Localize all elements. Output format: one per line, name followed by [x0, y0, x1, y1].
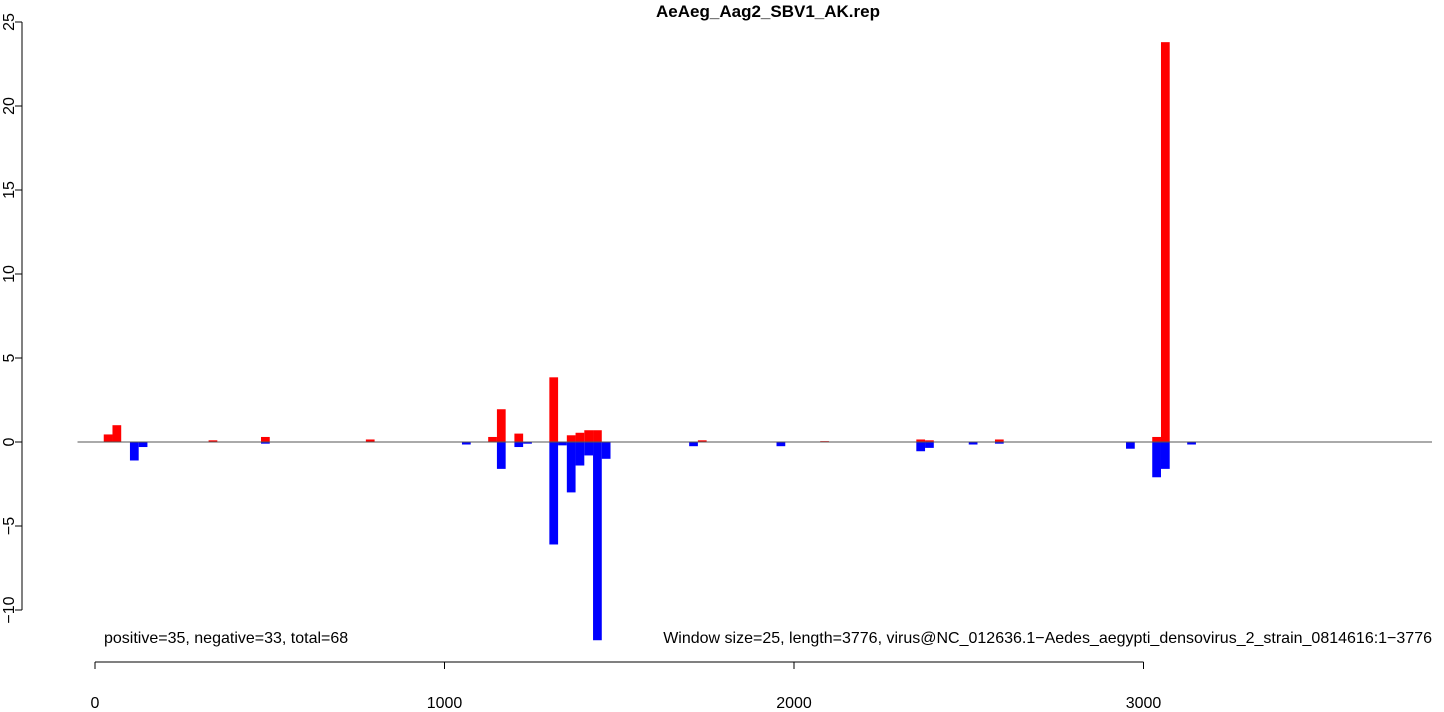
positive-bar: [566, 435, 576, 442]
negative-bar: [994, 442, 1004, 444]
y-tick-label: 0: [1, 437, 18, 446]
negative-bar: [138, 442, 148, 448]
negative-bar: [968, 442, 978, 445]
negative-bar: [776, 442, 786, 447]
positive-bar: [514, 433, 524, 442]
positive-bar: [1152, 436, 1161, 442]
negative-bar: [523, 442, 532, 444]
positive-bar: [112, 425, 122, 442]
negative-bar: [1152, 442, 1161, 478]
chart-title: AeAeg_Aag2_SBV1_AK.rep: [656, 2, 880, 21]
y-tick-label: 25: [1, 13, 18, 31]
y-tick-label: 20: [1, 97, 18, 115]
negative-bar: [1187, 442, 1196, 445]
y-tick-label: −5: [1, 517, 18, 535]
negative-bar: [916, 442, 926, 452]
y-tick-label: 5: [1, 353, 18, 362]
positive-bar: [496, 409, 506, 442]
positive-bar: [208, 440, 218, 442]
y-tick-label: −10: [1, 596, 18, 623]
negative-bar: [261, 442, 270, 444]
negative-bar: [496, 442, 506, 469]
positive-bar: [593, 430, 602, 442]
positive-bar: [584, 430, 594, 442]
positive-bar: [925, 440, 934, 442]
negative-bar: [575, 442, 585, 466]
negative-bar: [689, 442, 698, 447]
negative-bar: [925, 442, 934, 448]
x-tick-label: 1000: [427, 695, 463, 712]
positive-bar: [261, 436, 270, 442]
negative-bar: [601, 442, 611, 459]
positive-bar: [1160, 42, 1170, 442]
positive-bar: [697, 440, 707, 442]
bar-layer: [103, 42, 1196, 641]
x-axis: 0 1000 2000 3000: [91, 661, 1162, 712]
positive-bar: [549, 377, 559, 442]
negative-bar: [558, 442, 567, 446]
y-tick-label: 15: [1, 181, 18, 199]
negative-bar: [593, 442, 602, 641]
positive-bar: [488, 436, 497, 442]
read-count-annotation: positive=35, negative=33, total=68: [104, 630, 348, 647]
x-tick-label: 3000: [1126, 695, 1162, 712]
negative-bar: [566, 442, 576, 493]
window-length-annotation: Window size=25, length=3776, virus@NC_01…: [663, 630, 1432, 647]
negative-bar: [584, 442, 594, 456]
positive-bar: [365, 439, 375, 442]
positive-bar: [103, 434, 113, 442]
positive-bar: [994, 439, 1004, 442]
y-tick-label: 10: [1, 265, 18, 283]
negative-bar: [1160, 442, 1170, 469]
negative-bar: [549, 442, 559, 545]
negative-bar: [129, 442, 139, 461]
negative-bar: [514, 442, 524, 448]
negative-bar: [461, 442, 471, 445]
negative-bar: [1126, 442, 1135, 449]
y-axis: −10 −5 0 5 10 15 20 25: [1, 13, 23, 624]
positive-bar: [575, 432, 585, 442]
x-tick-label: 2000: [776, 695, 812, 712]
positive-bar: [916, 439, 926, 442]
x-tick-label: 0: [91, 695, 100, 712]
